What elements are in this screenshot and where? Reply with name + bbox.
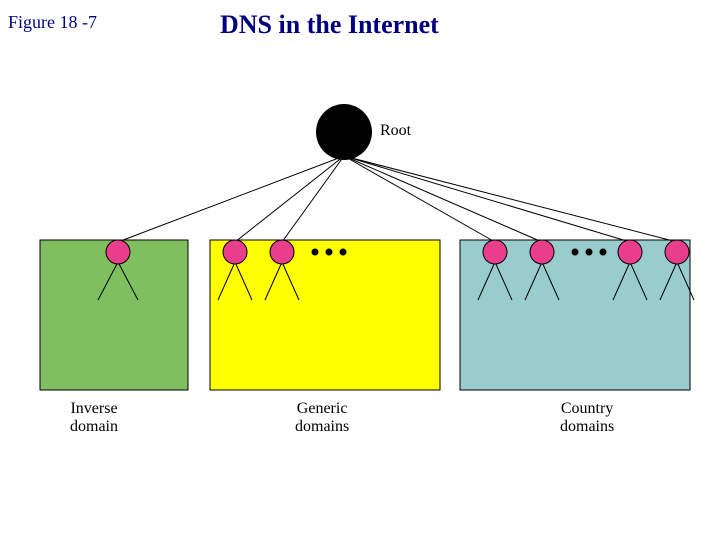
inverse-domain-label: Inverse domain xyxy=(70,400,118,436)
country-domains-label: Country domains xyxy=(560,400,614,436)
root-label: Root xyxy=(380,122,411,140)
generic-domains-label: Generic domains xyxy=(295,400,349,436)
dns-diagram xyxy=(0,0,720,540)
